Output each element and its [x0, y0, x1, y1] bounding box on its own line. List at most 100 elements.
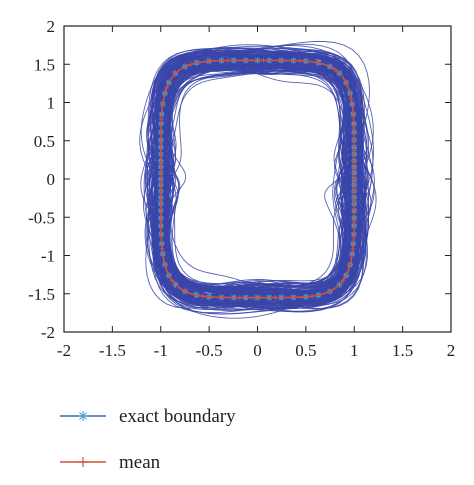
mean-marker	[237, 295, 243, 301]
sample-curve	[162, 65, 363, 293]
y-tick-label: 0.5	[34, 132, 55, 151]
mean-marker	[332, 67, 338, 73]
sample-curve	[157, 61, 349, 295]
sample-curve	[152, 55, 367, 314]
sample-curve	[157, 61, 348, 290]
mean-marker	[347, 262, 353, 268]
sample-curve	[162, 60, 358, 294]
mean-marker	[278, 57, 284, 63]
sample-curve	[156, 56, 355, 309]
mean-marker	[340, 277, 346, 283]
mean-marker	[309, 293, 315, 299]
x-tick-label: 0	[253, 341, 262, 360]
sample-curve	[156, 62, 354, 294]
mean-marker	[351, 148, 357, 154]
sample-curve	[157, 53, 359, 304]
y-tick-label: 1	[47, 94, 56, 113]
mean-marker	[315, 60, 321, 66]
x-tick-label: -0.5	[196, 341, 223, 360]
sample-curve	[159, 64, 372, 311]
mean-marker	[351, 125, 357, 131]
mean-marker	[290, 294, 296, 300]
mean-marker	[158, 198, 164, 204]
sample-curve	[154, 54, 355, 302]
exact-boundary-line	[160, 59, 355, 299]
sample-curve	[162, 63, 352, 299]
mean-marker	[158, 161, 164, 167]
mean-marker	[158, 231, 164, 237]
sample-curve	[155, 49, 365, 307]
sample-curve	[161, 58, 360, 300]
sample-curve	[156, 55, 356, 296]
mean-marker	[158, 208, 164, 214]
mean-marker	[243, 57, 249, 63]
legend-label: mean	[119, 452, 161, 473]
mean-marker	[351, 167, 357, 173]
mean-marker	[260, 57, 266, 63]
mean-marker	[158, 219, 164, 225]
y-tick-label: -1	[41, 247, 55, 266]
mean-marker	[272, 295, 278, 301]
sample-curve	[151, 55, 357, 300]
mean-marker	[206, 58, 212, 64]
sample-curve	[142, 47, 361, 306]
sample-curve	[154, 69, 355, 296]
x-tick-label: 1.5	[392, 341, 413, 360]
y-tick-label: -1.5	[28, 285, 55, 304]
sample-curve	[161, 63, 358, 292]
mean-marker	[219, 294, 225, 300]
sample-curve	[158, 61, 357, 303]
mean-marker	[351, 179, 357, 185]
sample-curve	[159, 65, 355, 292]
sample-curve	[157, 57, 359, 293]
mean-marker	[162, 262, 168, 268]
mean-marker	[351, 231, 357, 237]
sample-curve	[158, 62, 356, 297]
x-tick-label: 0.5	[295, 341, 316, 360]
legend-marker	[78, 411, 88, 421]
sample-curve	[157, 66, 359, 291]
mean-marker	[255, 295, 260, 301]
sample-curve	[159, 59, 358, 298]
x-tick-label: -1.5	[99, 341, 126, 360]
x-tick-label: -2	[57, 341, 71, 360]
mean-marker	[158, 188, 164, 194]
mean-marker	[351, 198, 357, 204]
mean-marker	[182, 288, 188, 294]
sample-curve	[158, 57, 361, 298]
mean-marker	[164, 85, 170, 91]
sample-curve	[153, 54, 358, 302]
sample-curve	[155, 66, 358, 305]
mean-marker	[200, 293, 206, 299]
mean-marker	[158, 151, 164, 157]
axis-ticks: -2 -1.5 -1 -0.5 0 0.5 1 1.5 2 -2 -1.5 -1 -0.5 0 0.5 1 1.…	[28, 17, 455, 360]
sample-curve	[154, 55, 373, 298]
mean-marker	[169, 277, 175, 283]
legend-label: exact boundary	[119, 406, 236, 427]
mean-marker	[351, 158, 357, 164]
sample-curve	[159, 65, 352, 304]
mean-marker	[225, 57, 231, 63]
mean-line	[160, 59, 356, 299]
mean-marker	[350, 111, 356, 117]
sample-curve	[151, 52, 368, 311]
sample-curve	[158, 67, 355, 297]
sample-curve	[161, 65, 354, 309]
mean-marker	[173, 70, 179, 76]
mean-marker	[158, 141, 164, 147]
sample-curve	[162, 61, 359, 286]
sample-curve	[156, 58, 362, 290]
sample-curve	[157, 65, 359, 299]
mean-marker	[158, 170, 164, 176]
sample-curve	[147, 60, 365, 299]
series-layer	[157, 57, 358, 301]
y-tick-label: 0	[47, 170, 56, 189]
mean-marker	[159, 246, 165, 252]
mean-marker	[160, 101, 166, 107]
x-tick-label: -1	[154, 341, 168, 360]
y-tick-label: -0.5	[28, 208, 55, 227]
y-tick-label: 2	[47, 17, 56, 36]
sample-curve	[155, 47, 362, 306]
sample-curve	[156, 57, 359, 302]
